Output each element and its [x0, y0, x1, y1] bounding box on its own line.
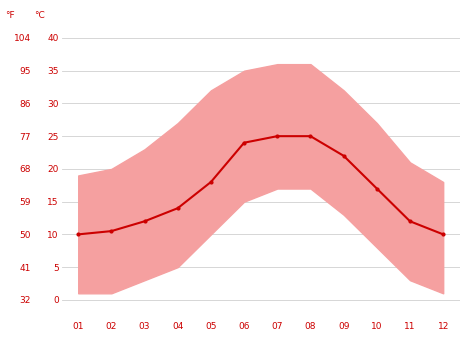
Text: °F: °F: [5, 11, 14, 20]
Text: °C: °C: [34, 11, 45, 20]
